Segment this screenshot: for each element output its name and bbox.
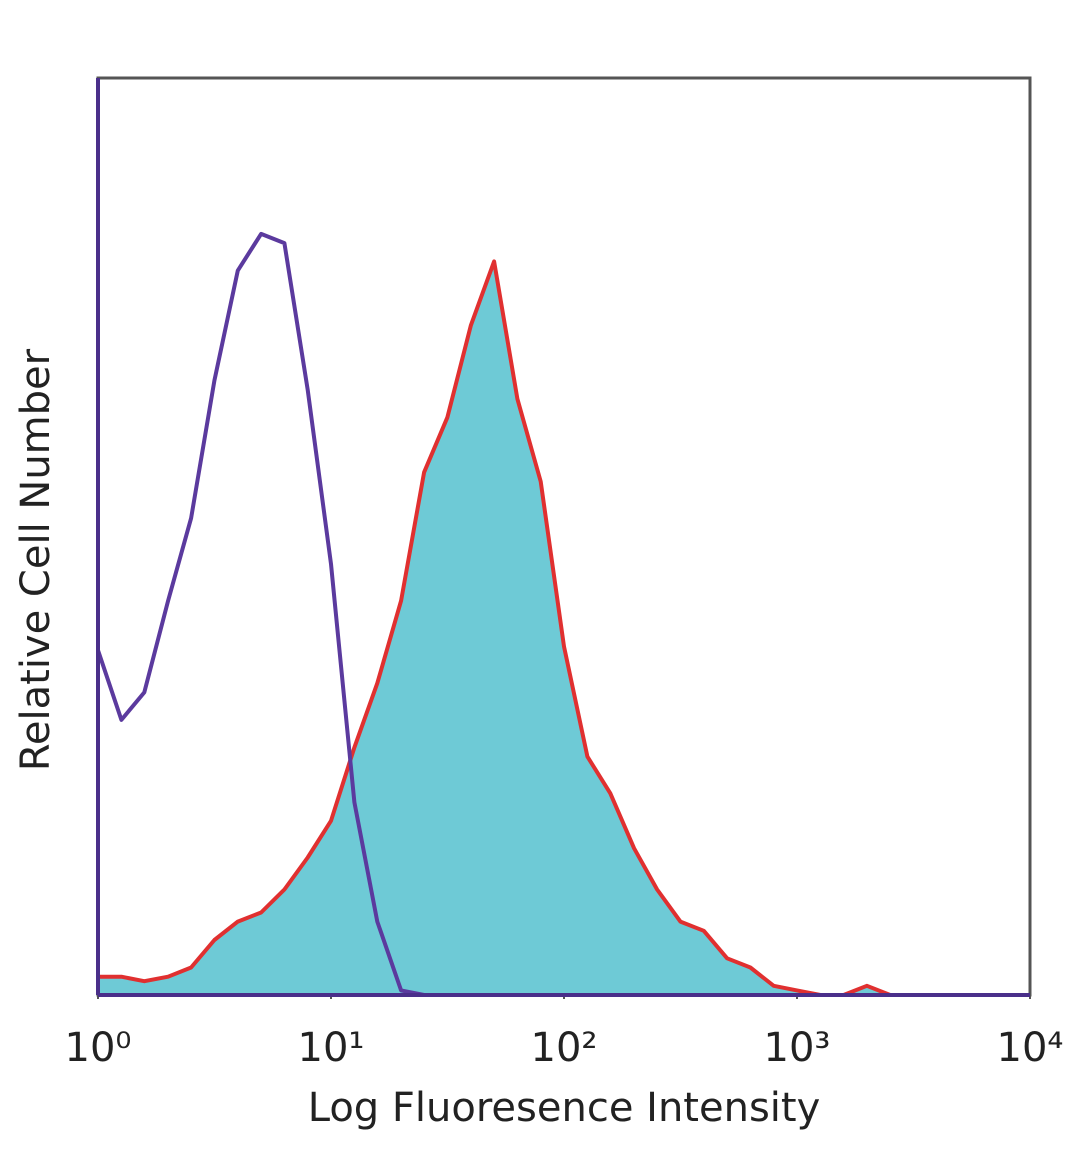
x-tick-label: 10²	[531, 1025, 598, 1071]
x-tick-label: 10⁰	[65, 1025, 132, 1071]
y-axis-label: Relative Cell Number	[13, 348, 59, 771]
x-tick-label: 10³	[764, 1025, 831, 1071]
x-tick-label: 10⁴	[997, 1025, 1064, 1071]
x-axis-label: Log Fluoresence Intensity	[308, 1085, 821, 1131]
x-tick-label: 10¹	[298, 1025, 365, 1071]
line	[98, 259, 1030, 997]
area	[98, 261, 1030, 995]
